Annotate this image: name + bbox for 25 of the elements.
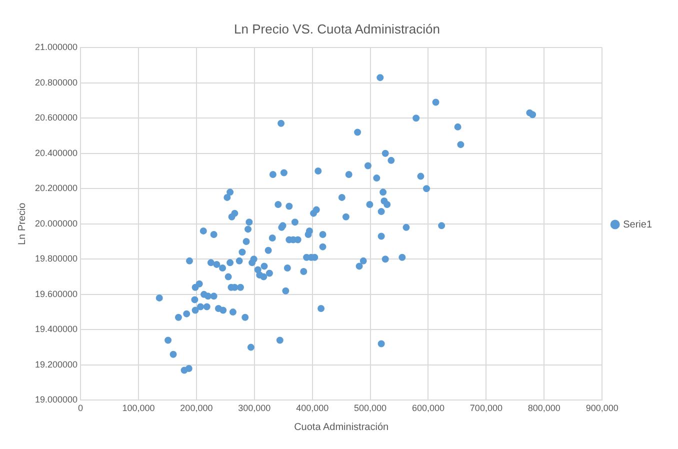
- x-axis-title: Cuota Administración: [294, 422, 389, 433]
- x-tick-label: 300,000: [238, 403, 271, 414]
- y-tick-label: 20.000000: [34, 218, 78, 228]
- x-tick-label: 900,000: [586, 403, 618, 414]
- x-tick-label: 500,000: [354, 403, 387, 414]
- chart-title: Ln Precio VS. Cuota Administración: [234, 21, 440, 36]
- y-tick-label: 19.800000: [34, 254, 78, 264]
- y-tick-label: 19.600000: [34, 288, 78, 299]
- y-tick-label: 20.800000: [34, 77, 78, 88]
- y-tick-label: 20.400000: [34, 148, 78, 158]
- y-tick-label: 19.000000: [34, 394, 78, 405]
- y-tick-label: 19.200000: [34, 359, 78, 370]
- x-tick-label: 0: [78, 403, 84, 414]
- y-tick-label: 20.600000: [34, 112, 78, 123]
- y-tick-label: 21.000000: [34, 42, 78, 52]
- x-tick-label: 100,000: [122, 403, 155, 414]
- y-tick-label: 19.400000: [34, 324, 78, 334]
- x-tick-label: 600,000: [412, 403, 445, 414]
- x-tick-label: 800,000: [528, 403, 560, 414]
- x-tick-label: 400,000: [296, 403, 329, 414]
- x-tick-label: 700,000: [470, 403, 502, 414]
- y-tick-label: 20.200000: [34, 183, 78, 194]
- legend-label: Serie1: [623, 219, 652, 230]
- x-tick-label: 200,000: [180, 403, 213, 414]
- y-axis-title: Ln Precio: [16, 202, 28, 246]
